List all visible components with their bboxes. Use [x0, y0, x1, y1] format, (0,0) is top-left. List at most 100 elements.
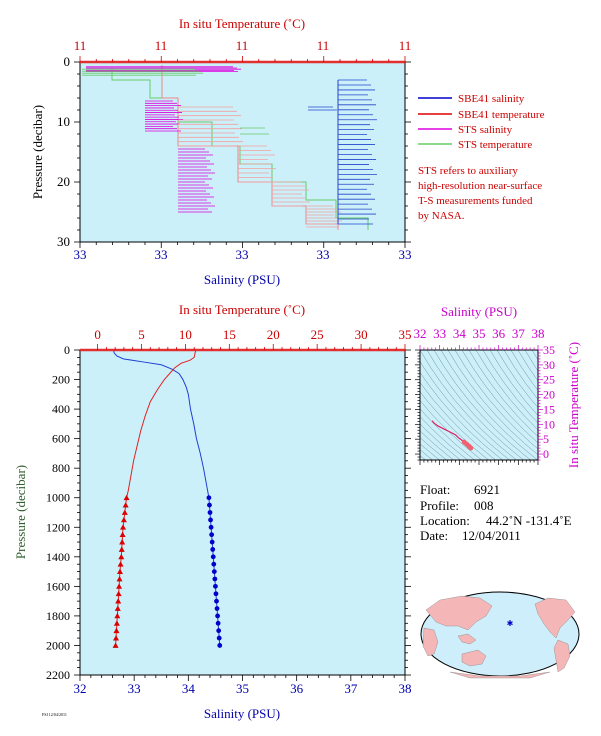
full-depth-top-tick-label: 30 — [355, 327, 368, 342]
sts-note-line: STS refers to auxiliary — [418, 165, 518, 177]
temperature-point — [119, 531, 126, 538]
temperature-point — [120, 524, 127, 530]
near-surface-top-tick-labels: 11 11 11 11 11 — [74, 38, 412, 53]
ts-plot-area — [420, 350, 538, 460]
near-surface-panel: In situ Temperature (˚C) 11 11 11 11 11 … — [30, 16, 545, 287]
legend-label-sts-temperature: STS temperature — [458, 139, 532, 151]
full-depth-y-tick-label: 1800 — [46, 609, 70, 623]
full-depth-y-tick-label: 200 — [52, 373, 70, 387]
salinity-point — [208, 517, 213, 523]
legend-label-sbe41-temperature: SBE41 temperature — [458, 109, 545, 121]
near-surface-y-tick-labels: 0 10 20 30 — [57, 54, 70, 249]
density-contour — [468, 350, 538, 437]
near-surface-bottom-tick-label: 33 — [399, 247, 412, 262]
salinity-point — [217, 643, 223, 648]
near-surface-bottom-tick-label: 33 — [74, 247, 87, 262]
density-contour — [420, 449, 434, 460]
full-depth-y-tick-label: 1000 — [46, 491, 70, 505]
near-surface-profile-lines — [82, 65, 377, 230]
float-value: 6921 — [474, 482, 500, 497]
full-depth-tick-marks — [74, 344, 411, 681]
full-depth-bottom-tick-label: 35 — [236, 681, 249, 696]
density-contour — [420, 361, 511, 460]
ts-x-tick-label: 35 — [473, 326, 486, 341]
ts-x-tick-label: 32 — [414, 326, 427, 341]
float-location-marker-icon: ✱ — [507, 619, 514, 628]
salinity-point — [214, 606, 220, 611]
full-depth-plot-area — [80, 350, 405, 675]
full-depth-bottom-tick-label: 37 — [344, 681, 358, 696]
temperature-point — [112, 642, 119, 648]
salinity-point — [216, 628, 222, 634]
full-depth-top-tick-label: 15 — [223, 327, 236, 342]
ts-y-tick-label: 20 — [543, 388, 555, 402]
density-contour — [420, 391, 490, 460]
density-contour — [517, 350, 538, 382]
date-label: Date: — [420, 528, 448, 543]
ts-diagram: Salinity (PSU) 32 33 34 35 36 37 38 0510152025… — [414, 304, 582, 468]
density-contour — [503, 350, 538, 400]
ts-x-tick-label: 36 — [492, 326, 506, 341]
legend-label-sts-salinity: STS salinity — [458, 124, 513, 136]
density-contour — [420, 437, 448, 460]
map-land-north-america — [534, 597, 576, 639]
profile-value: 008 — [474, 498, 494, 513]
temperature-point — [116, 568, 123, 574]
near-surface-top-tick-label: 11 — [317, 38, 330, 53]
density-contour — [447, 350, 538, 456]
density-contour — [420, 408, 476, 460]
near-surface-top-tick-label: 11 — [155, 38, 168, 53]
ts-point — [468, 445, 474, 451]
ts-x-tick-label: 37 — [512, 326, 526, 341]
ts-y-tick-label: 5 — [543, 432, 549, 446]
full-depth-y-tick-label: 1600 — [46, 579, 70, 593]
salinity-point — [206, 495, 212, 501]
full-depth-y-tick-label: 400 — [52, 402, 70, 416]
near-surface-top-axis-title: In situ Temperature (˚C) — [179, 16, 305, 31]
temperature-point — [117, 561, 124, 567]
near-surface-bottom-tick-labels: 33 33 33 33 33 — [74, 247, 412, 262]
near-surface-y-axis-title: Pressure (decibar) — [30, 105, 45, 199]
density-contour — [524, 350, 538, 372]
salinity-point — [209, 532, 215, 538]
temperature-point — [114, 612, 121, 619]
ts-y-tick-label: 25 — [543, 373, 555, 387]
density-contour — [440, 350, 538, 460]
temperature-point — [116, 583, 123, 589]
ts-y-tick-label: 35 — [543, 343, 555, 357]
temperature-point — [115, 598, 122, 604]
salinity-point — [208, 524, 214, 530]
ts-x-tick-labels: 32 33 34 35 36 37 38 — [414, 326, 545, 341]
temperature-point — [115, 590, 122, 597]
density-contour — [420, 400, 483, 460]
world-map: ✱ — [420, 591, 580, 679]
sts-note: STS refers to auxiliary high-resolution … — [418, 165, 542, 222]
salinity-point — [215, 613, 220, 619]
full-depth-y-tick-label: 0 — [64, 343, 70, 357]
ts-y-tick-label: 0 — [543, 447, 549, 461]
ts-contour-group — [420, 350, 538, 460]
near-surface-legend: SBE41 salinity SBE41 temperature STS sal… — [418, 93, 545, 151]
ts-curve — [431, 420, 474, 451]
float-label: Float: — [420, 482, 450, 497]
full-depth-y-tick-label: 1400 — [46, 550, 70, 564]
density-contour — [461, 350, 538, 444]
temperature-point — [120, 516, 127, 523]
salinity-point — [207, 510, 213, 515]
full-depth-y-tick-label: 1200 — [46, 520, 70, 534]
near-surface-bottom-axis-title: Salinity (PSU) — [204, 272, 280, 287]
temperature-point — [113, 635, 120, 641]
near-surface-top-tick-label: 11 — [236, 38, 249, 53]
footer-text: FSI 12/04/2011 — [42, 712, 67, 717]
ts-y-tick-label: 10 — [543, 417, 555, 431]
sts-note-line: T-S measurements funded — [418, 195, 533, 207]
density-contour — [420, 423, 462, 460]
full-depth-top-tick-label: 5 — [138, 327, 145, 342]
salinity-point — [213, 583, 218, 589]
density-contour — [426, 350, 525, 460]
ts-x-axis-title: Salinity (PSU) — [441, 304, 517, 319]
salinity-point — [212, 576, 218, 582]
map-land-antarctica — [449, 671, 551, 679]
